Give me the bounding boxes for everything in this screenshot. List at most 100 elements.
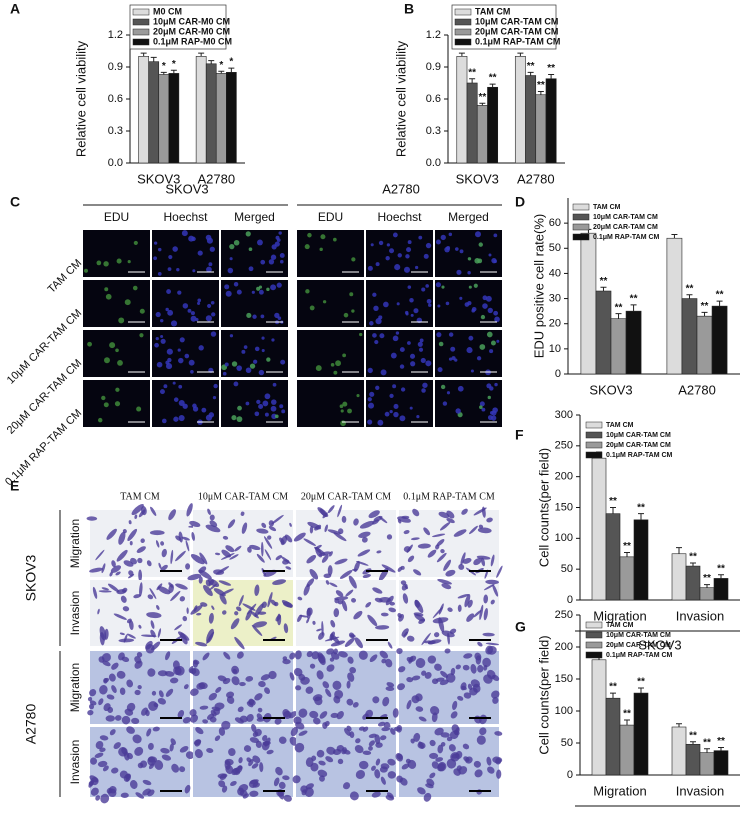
cell — [88, 703, 95, 710]
cell — [181, 536, 190, 541]
cell — [410, 738, 415, 744]
cell — [375, 625, 390, 630]
nucleus — [258, 404, 264, 410]
nucleus — [205, 414, 213, 421]
cell — [106, 528, 117, 540]
error-bar — [150, 56, 157, 62]
nucleus — [260, 314, 265, 319]
legend-swatch — [572, 223, 590, 231]
nucleus — [451, 356, 456, 361]
cell — [256, 553, 265, 563]
cell — [218, 727, 226, 736]
cell — [372, 587, 383, 594]
nucleus — [335, 360, 341, 367]
micrograph — [297, 380, 364, 427]
cell — [222, 535, 229, 540]
nucleus — [426, 298, 432, 304]
error-bar — [610, 507, 616, 514]
cell — [386, 792, 394, 799]
nucleus — [480, 314, 486, 320]
y-tick-label: 0.0 — [426, 157, 441, 169]
nucleus — [375, 318, 382, 325]
cell — [313, 717, 321, 725]
cell — [102, 765, 109, 772]
cell — [415, 706, 424, 712]
cell — [98, 590, 112, 593]
cell — [358, 650, 368, 660]
x-tick-label: SKOV3 — [456, 171, 499, 186]
cell — [147, 756, 158, 763]
nucleus — [118, 317, 125, 324]
y-tick-label: 10 — [549, 343, 561, 355]
cell — [473, 610, 482, 618]
nucleus — [178, 384, 183, 389]
cell — [102, 660, 111, 667]
cell — [372, 696, 380, 704]
cell — [424, 672, 432, 679]
nucleus — [271, 338, 275, 342]
bar — [535, 94, 547, 164]
group-label: A2780 — [23, 704, 39, 745]
cell — [92, 586, 98, 599]
cell — [175, 583, 188, 590]
nucleus — [351, 309, 355, 313]
cell — [339, 570, 353, 579]
cell — [136, 651, 143, 658]
cell — [217, 773, 228, 779]
nucleus — [351, 257, 356, 262]
cell — [203, 584, 213, 597]
nucleus — [409, 298, 414, 303]
cell — [118, 638, 135, 643]
cell — [306, 555, 317, 564]
bar — [456, 56, 468, 164]
cell — [184, 784, 191, 794]
legend-label: TAM CM — [475, 6, 510, 16]
cell — [141, 506, 147, 516]
y-tick-label: 50 — [561, 563, 573, 575]
nucleus — [407, 240, 412, 245]
nucleus — [392, 335, 399, 342]
cell — [126, 633, 136, 639]
cell — [142, 779, 152, 786]
cell — [332, 680, 342, 690]
y-tick-label: 30 — [549, 292, 561, 304]
y-axis-label: EDU positive cell rate(%) — [531, 214, 546, 359]
cell — [189, 668, 197, 675]
cell — [134, 514, 138, 519]
cell — [122, 606, 130, 612]
column-label: EDU — [318, 210, 343, 224]
nucleus — [342, 353, 347, 358]
nucleus — [229, 257, 233, 261]
cell — [103, 678, 108, 684]
bar — [699, 752, 715, 776]
cell — [186, 503, 193, 517]
cell — [98, 698, 104, 706]
cell — [230, 618, 240, 630]
legend-swatch — [132, 38, 150, 46]
cell — [109, 571, 113, 577]
legend-label: 10μM CAR-TAM CM — [593, 214, 658, 221]
cell — [314, 696, 323, 706]
cell — [292, 775, 301, 784]
nucleus — [154, 241, 158, 245]
nucleus — [187, 308, 192, 313]
cell — [135, 792, 145, 799]
micrograph — [297, 280, 364, 327]
cell — [150, 506, 157, 516]
nucleus — [373, 305, 379, 311]
cell — [275, 555, 282, 561]
legend-label: TAM CM — [606, 622, 634, 629]
nucleus — [474, 258, 480, 264]
nucleus — [414, 265, 419, 270]
nucleus — [416, 415, 420, 419]
nucleus — [224, 362, 229, 367]
cell — [193, 659, 200, 665]
cell — [136, 546, 146, 553]
cell — [223, 651, 231, 660]
nucleus — [440, 384, 446, 390]
error-bar — [638, 513, 644, 520]
significance-mark: ** — [527, 61, 535, 72]
cell — [140, 538, 145, 543]
panel-letter: C — [10, 194, 20, 210]
nucleus — [399, 347, 405, 353]
